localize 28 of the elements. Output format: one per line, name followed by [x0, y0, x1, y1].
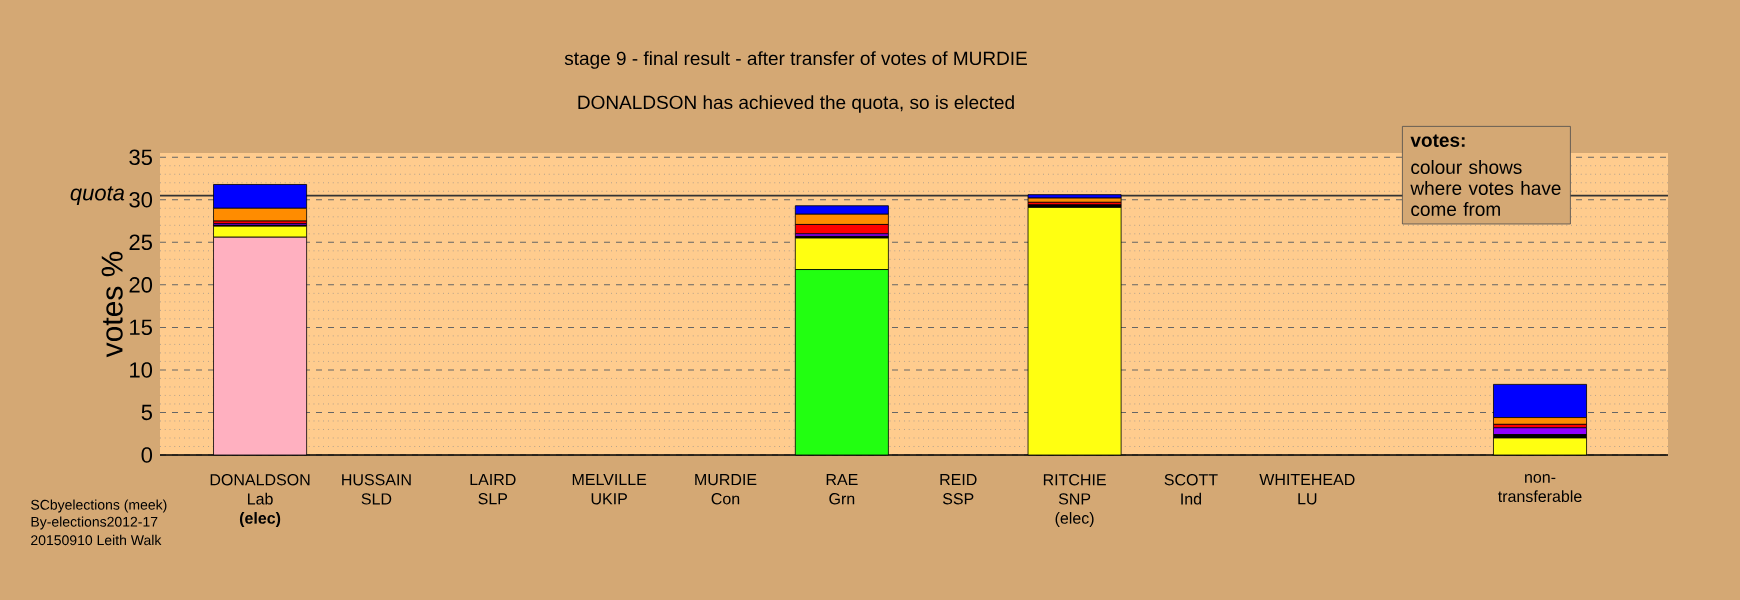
x-tick-label: RAE Grn	[826, 474, 858, 505]
x-tick-label: REID SSP	[940, 474, 977, 505]
x-tick-label: DONALDSON Lab (elec)	[210, 474, 310, 527]
text: votes:	[1410, 134, 1465, 147]
y-tick-label: 20	[129, 277, 153, 293]
y-tick-label: 25	[129, 234, 152, 251]
x-tick-label: WHITEHEAD LU	[1259, 474, 1355, 505]
y-tick-label: 35	[129, 149, 152, 166]
text: 20150910 Leith Walk	[31, 534, 162, 546]
x-tick-label: MURDIE Con	[695, 474, 757, 505]
y-axis-title: votes %	[101, 251, 123, 358]
chart-subtitle: DONALDSON has achieved the quota, so is elected	[578, 95, 1014, 113]
x-tick-label: non-transferable	[1498, 474, 1582, 503]
x-tick-label: SCOTT Ind	[1164, 474, 1218, 505]
y-tick-label: 10	[130, 362, 153, 378]
y-tick-label: 5	[141, 404, 152, 421]
y-tick-label: 0	[141, 447, 153, 463]
annotation: colour shows where votes have come from	[1410, 160, 1561, 216]
x-tick-label: RITCHIE SNP (elec)	[1043, 474, 1106, 527]
text: By-elections2012-17	[31, 516, 158, 530]
y-tick-label: 15	[130, 319, 152, 336]
x-tick-label: MELVILLE UKIP	[572, 474, 647, 505]
text: SCbyelections (meek)	[31, 499, 167, 513]
x-tick-label: HUSSAIN SLD	[342, 474, 411, 505]
x-tick-label: LAIRD SLP	[470, 474, 516, 505]
chart-title: stage 9 - final result - after transfer of votes of MURDIE	[564, 51, 1027, 69]
y-tick-label: 30	[129, 192, 153, 208]
ref-line-label: quota	[70, 186, 125, 205]
